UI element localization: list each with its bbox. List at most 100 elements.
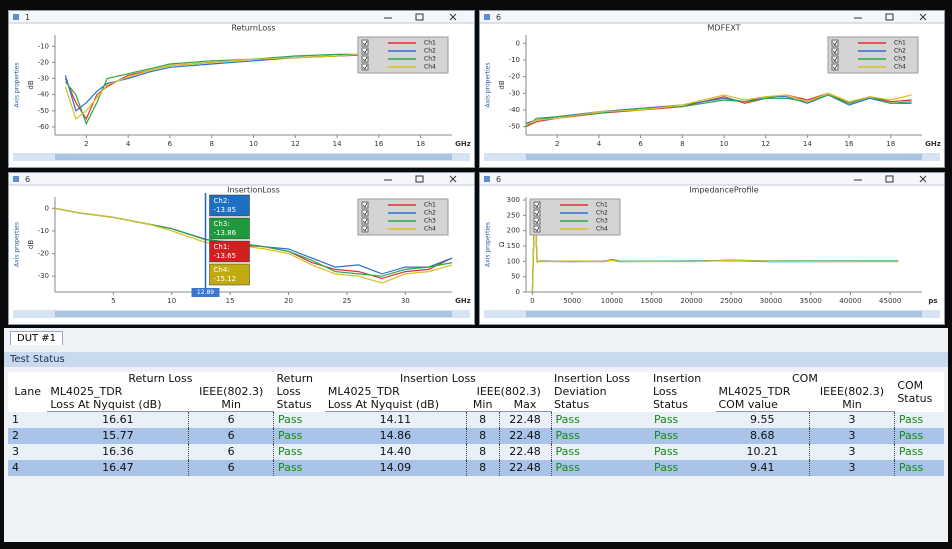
x-tick-label: 20000	[680, 297, 702, 305]
maximize-button[interactable]	[885, 13, 894, 21]
x-tick-label: 30000	[760, 297, 782, 305]
table-cell: 14.86	[324, 428, 467, 444]
legend-check	[832, 64, 838, 70]
cursor-x-box	[191, 288, 220, 297]
x-tick-label: 8	[209, 140, 213, 148]
side-label[interactable]: Axis properties	[14, 222, 21, 267]
maximize-button[interactable]	[885, 175, 894, 183]
legend-checkbox[interactable]	[533, 217, 541, 225]
tab[interactable]: DUT #1	[10, 331, 64, 345]
y-tick-label: -50	[509, 123, 520, 131]
legend-checkbox[interactable]	[361, 209, 369, 217]
y-tick-label: -60	[38, 123, 49, 131]
table-cell: Pass	[653, 429, 679, 442]
legend-checkbox[interactable]	[533, 225, 541, 233]
chart-title: ReturnLoss	[231, 24, 275, 33]
close-button[interactable]	[919, 175, 927, 183]
table-cell: 6	[188, 460, 275, 476]
legend-check	[362, 218, 368, 224]
x-tick-label: 45000	[879, 297, 901, 305]
scrollbar-thumb[interactable]	[526, 154, 922, 160]
table-cell: 3	[809, 428, 895, 444]
chart: 6 InsertionLoss Axis properties dB 0 -10 -20 -3…	[9, 173, 474, 318]
window-icon	[13, 14, 19, 20]
y-tick-label: -20	[38, 58, 49, 66]
legend-checkbox[interactable]	[361, 55, 369, 63]
legend-label: Ch4	[894, 64, 906, 71]
y-tick-label: 200	[507, 227, 520, 235]
legend-label: Ch1	[894, 40, 906, 47]
legend-check	[362, 48, 368, 54]
legend-checkbox[interactable]	[361, 201, 369, 209]
legend-checkbox[interactable]	[361, 47, 369, 55]
legend-check	[534, 210, 540, 216]
table-cell: Pass	[555, 461, 580, 474]
close-button[interactable]	[449, 13, 457, 21]
table-cell: Pass	[278, 429, 303, 442]
cursor-readout-name: Ch4:	[214, 266, 230, 274]
header: ML4025_TDR	[327, 385, 400, 398]
legend-label: Ch2	[894, 48, 906, 55]
table-cell: 10.21	[715, 444, 811, 460]
legend-checkbox[interactable]	[361, 63, 369, 71]
legend-check	[534, 218, 540, 224]
maximize-button[interactable]	[415, 13, 424, 21]
header-line: Deviation	[554, 385, 607, 399]
legend-checkbox[interactable]	[533, 201, 541, 209]
legend-check	[362, 202, 368, 208]
header: COM value	[715, 398, 810, 412]
legend-label: Ch4	[424, 64, 436, 71]
table-body: 1 16.61 6 Pass 14.11 8 22.48 Pass Pass 9.55 3 Pass 2…	[8, 411, 944, 476]
legend-checkbox[interactable]	[831, 55, 839, 63]
side-label[interactable]: Axis properties	[485, 63, 492, 108]
x-tick-label: 35000	[800, 297, 822, 305]
legend-checkbox[interactable]	[831, 39, 839, 47]
series-line	[531, 204, 899, 293]
header: Insertion Loss	[399, 372, 476, 385]
table-cell: Pass	[555, 412, 580, 426]
cursor-readout	[209, 194, 250, 217]
window-number: 6	[25, 175, 30, 184]
window-number: 1	[25, 13, 30, 22]
chart-window: 6 MDFEXT Axis properties dB 0 -10 -20 -30 -40 -50…	[479, 10, 945, 168]
header: IEEE(802.3)	[476, 385, 541, 398]
table-cell: 8.68	[715, 428, 811, 444]
table-cell: 3	[809, 460, 895, 476]
scrollbar-thumb[interactable]	[55, 154, 452, 160]
x-unit: GHz	[455, 297, 471, 305]
maximize-button[interactable]	[415, 175, 424, 183]
close-button[interactable]	[919, 13, 927, 21]
legend-checkbox[interactable]	[831, 63, 839, 71]
chart-title: ImpedanceProfile	[689, 186, 758, 195]
legend-check	[832, 56, 838, 62]
y-tick-label: -10	[38, 42, 49, 50]
header-line: Status	[652, 398, 688, 412]
header-line: Insertion	[652, 372, 702, 386]
header: Return Loss	[128, 372, 193, 385]
legend-checkbox[interactable]	[361, 217, 369, 225]
legend-checkbox[interactable]	[533, 209, 541, 217]
header-line: Loss	[276, 385, 301, 399]
legend-checkbox[interactable]	[831, 47, 839, 55]
side-label[interactable]: Axis properties	[485, 222, 492, 267]
table-cell: Pass	[278, 412, 303, 426]
scrollbar-thumb[interactable]	[526, 311, 922, 317]
legend-checkbox[interactable]	[361, 39, 369, 47]
results-table-wrap: Lane Return Loss Return Loss Status Insert…	[8, 372, 944, 476]
x-tick-label: 6	[168, 140, 173, 148]
table-cell: 8	[466, 460, 500, 476]
cursor-readout	[209, 240, 250, 263]
table-cell: 14.11	[324, 411, 467, 428]
table-cell: 14.40	[324, 444, 467, 460]
table-cell: 6	[188, 411, 275, 428]
window-icon	[484, 14, 490, 20]
section-header: Test Status	[4, 352, 948, 367]
close-button[interactable]	[449, 175, 457, 183]
side-label[interactable]: Axis properties	[14, 63, 21, 108]
table-cell: 22.48	[499, 411, 552, 428]
scrollbar-thumb[interactable]	[55, 311, 452, 317]
title-bar	[480, 173, 944, 185]
x-tick-label: 18	[416, 140, 425, 148]
table-cell: Pass	[555, 445, 580, 458]
legend-checkbox[interactable]	[361, 225, 369, 233]
